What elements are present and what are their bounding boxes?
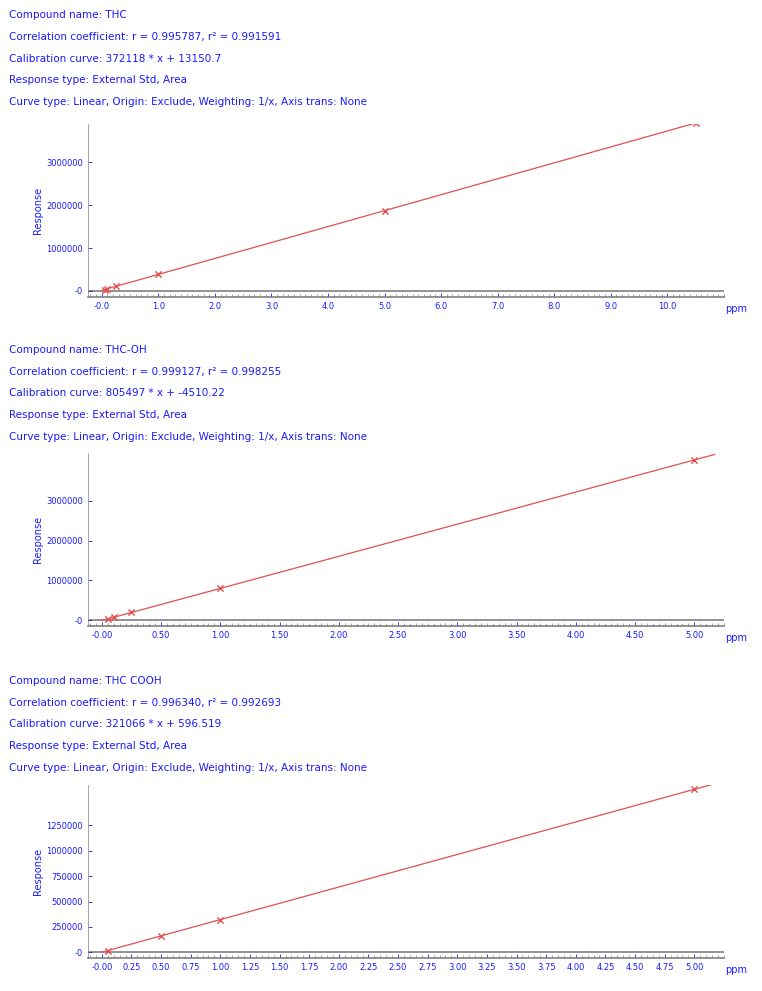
- Text: Calibration curve: 372118 * x + 13150.7: Calibration curve: 372118 * x + 13150.7: [9, 54, 222, 63]
- Point: [688, 452, 700, 468]
- Text: Correlation coefficient: r = 0.999127, r² = 0.998255: Correlation coefficient: r = 0.999127, r…: [9, 367, 281, 377]
- Point: [101, 611, 114, 627]
- Text: Compound name: THC: Compound name: THC: [9, 10, 127, 20]
- Text: Response type: External Std, Area: Response type: External Std, Area: [9, 75, 187, 85]
- Point: [98, 281, 110, 297]
- Text: ppm: ppm: [725, 304, 748, 314]
- Point: [110, 278, 122, 294]
- Point: [107, 609, 120, 625]
- Y-axis label: Response: Response: [33, 516, 43, 563]
- Point: [690, 115, 702, 131]
- Text: Curve type: Linear, Origin: Exclude, Weighting: 1/x, Axis trans: None: Curve type: Linear, Origin: Exclude, Wei…: [9, 763, 367, 773]
- Text: Compound name: THC-OH: Compound name: THC-OH: [9, 345, 147, 355]
- Text: Correlation coefficient: r = 0.995787, r² = 0.991591: Correlation coefficient: r = 0.995787, r…: [9, 32, 281, 42]
- Y-axis label: Response: Response: [33, 187, 43, 234]
- Text: ppm: ppm: [725, 633, 748, 643]
- Point: [152, 267, 165, 282]
- Text: Calibration curve: 805497 * x + -4510.22: Calibration curve: 805497 * x + -4510.22: [9, 388, 225, 398]
- Text: Response type: External Std, Area: Response type: External Std, Area: [9, 741, 187, 751]
- Text: ppm: ppm: [725, 965, 748, 975]
- Point: [126, 605, 138, 620]
- Text: Correlation coefficient: r = 0.996340, r² = 0.992693: Correlation coefficient: r = 0.996340, r…: [9, 698, 281, 708]
- Y-axis label: Response: Response: [34, 848, 43, 895]
- Text: Response type: External Std, Area: Response type: External Std, Area: [9, 410, 187, 420]
- Text: Curve type: Linear, Origin: Exclude, Weighting: 1/x, Axis trans: None: Curve type: Linear, Origin: Exclude, Wei…: [9, 97, 367, 107]
- Point: [155, 928, 167, 943]
- Text: Compound name: THC COOH: Compound name: THC COOH: [9, 676, 162, 686]
- Point: [101, 280, 114, 296]
- Point: [214, 581, 226, 597]
- Text: Calibration curve: 321066 * x + 596.519: Calibration curve: 321066 * x + 596.519: [9, 719, 222, 729]
- Point: [214, 912, 226, 928]
- Point: [379, 203, 391, 219]
- Point: [688, 782, 700, 798]
- Point: [101, 942, 114, 958]
- Text: Curve type: Linear, Origin: Exclude, Weighting: 1/x, Axis trans: None: Curve type: Linear, Origin: Exclude, Wei…: [9, 432, 367, 442]
